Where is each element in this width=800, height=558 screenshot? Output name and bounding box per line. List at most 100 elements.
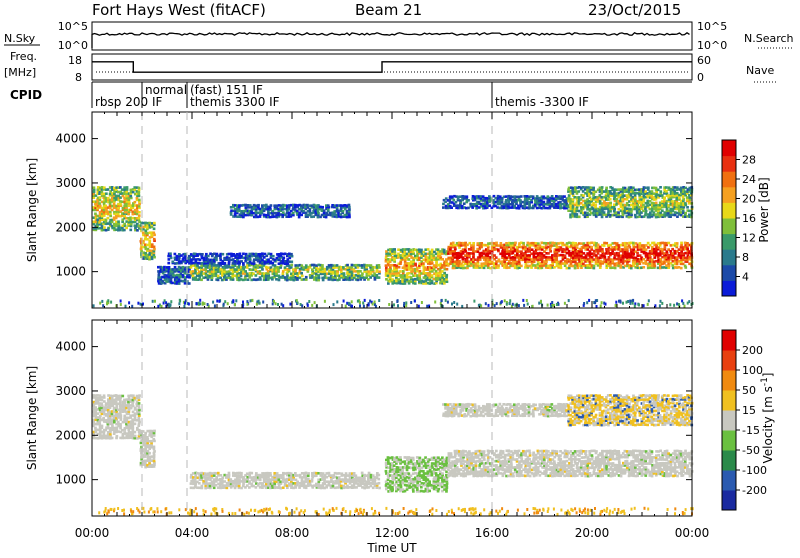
data-cell: [103, 226, 106, 229]
data-cell: [142, 456, 145, 459]
data-cell: [611, 187, 614, 190]
data-cell: [250, 279, 253, 282]
data-cell: [261, 259, 264, 262]
noise-cell: [647, 303, 649, 306]
data-cell: [200, 472, 203, 475]
data-cell: [238, 260, 241, 263]
station-title: Fort Hays West (fitACF): [92, 1, 266, 19]
data-cell: [198, 482, 201, 485]
data-cell: [441, 270, 444, 273]
noise-cell: [550, 305, 552, 308]
data-cell: [125, 227, 128, 230]
data-cell: [569, 216, 572, 219]
data-cell: [599, 265, 602, 268]
data-cell: [127, 395, 130, 398]
data-cell: [630, 265, 633, 268]
noise-cell: [345, 305, 347, 308]
noise-cell: [219, 300, 221, 303]
data-cell: [234, 268, 237, 271]
data-cell: [217, 275, 220, 278]
data-cell: [321, 264, 324, 267]
data-cell: [315, 272, 318, 275]
data-cell: [462, 256, 465, 259]
data-cell: [609, 210, 612, 213]
data-cell: [270, 204, 273, 207]
freq-panel: Freq. [MHz] 18 8 60 0 Nave: [4, 50, 776, 84]
data-cell: [153, 246, 156, 249]
data-cell: [659, 244, 662, 247]
data-cell: [378, 264, 381, 267]
noise-cell: [551, 301, 553, 304]
data-cell: [611, 266, 614, 269]
noise-cell: [301, 304, 303, 307]
data-cell: [129, 229, 132, 232]
data-cell: [441, 258, 444, 261]
data-cell: [601, 186, 604, 189]
data-cell: [466, 244, 469, 247]
noise-cell: [188, 303, 190, 306]
data-cell: [569, 202, 572, 205]
noise-cell: [227, 302, 229, 305]
noise-cell: [137, 302, 139, 305]
data-cell: [138, 405, 141, 408]
data-cell: [153, 254, 156, 257]
data-cell: [582, 263, 585, 266]
data-cell: [351, 277, 354, 280]
data-cell: [472, 242, 475, 245]
data-cell: [576, 246, 579, 249]
data-cell: [407, 272, 410, 275]
data-cell: [622, 242, 625, 245]
data-cell: [680, 242, 683, 245]
data-cell: [483, 267, 486, 270]
beam-title: Beam 21: [355, 1, 422, 19]
data-cell: [152, 438, 155, 441]
data-cell: [204, 268, 207, 271]
data-cell: [568, 242, 571, 245]
data-cell: [121, 188, 124, 191]
data-cell: [626, 198, 629, 201]
data-cell: [626, 248, 629, 251]
data-cell: [240, 275, 243, 278]
data-cell: [657, 189, 660, 192]
data-cell: [511, 201, 514, 204]
data-cell: [138, 217, 141, 220]
data-cell: [594, 203, 597, 206]
data-cell: [244, 204, 247, 207]
data-cell: [305, 264, 308, 267]
data-cell: [315, 264, 318, 267]
data-cell: [582, 246, 585, 249]
noise-cell: [152, 300, 154, 303]
noise-cell: [485, 302, 487, 305]
data-cell: [153, 248, 156, 251]
data-cell: [479, 258, 482, 261]
data-cell: [121, 395, 124, 398]
data-cell: [478, 206, 481, 209]
y-tick-label: 3000: [55, 176, 86, 190]
data-cell: [198, 487, 201, 490]
colorbar-swatch: [722, 234, 736, 250]
data-cell: [104, 207, 107, 210]
data-cell: [286, 277, 289, 280]
data-cell: [511, 196, 514, 199]
data-cell: [578, 216, 581, 219]
data-cell: [422, 262, 425, 265]
data-cell: [167, 262, 170, 265]
nsky-tick-top: 10^5: [58, 20, 88, 33]
nave-tick-bottom: 0: [697, 71, 704, 84]
noise-cell: [619, 300, 621, 303]
data-cell: [180, 254, 183, 257]
data-cell: [138, 203, 141, 206]
data-cell: [107, 211, 110, 214]
freq-tick-bottom: 8: [75, 71, 82, 84]
data-cell: [653, 260, 656, 263]
data-cell: [645, 248, 648, 251]
data-cell: [123, 223, 126, 226]
noise-cell: [418, 305, 420, 308]
data-cell: [617, 188, 620, 191]
data-cell: [109, 215, 112, 218]
data-cell: [399, 270, 402, 273]
data-cell: [228, 253, 231, 256]
data-cell: [443, 278, 446, 281]
data-cell: [224, 262, 227, 265]
data-cell: [279, 213, 282, 216]
